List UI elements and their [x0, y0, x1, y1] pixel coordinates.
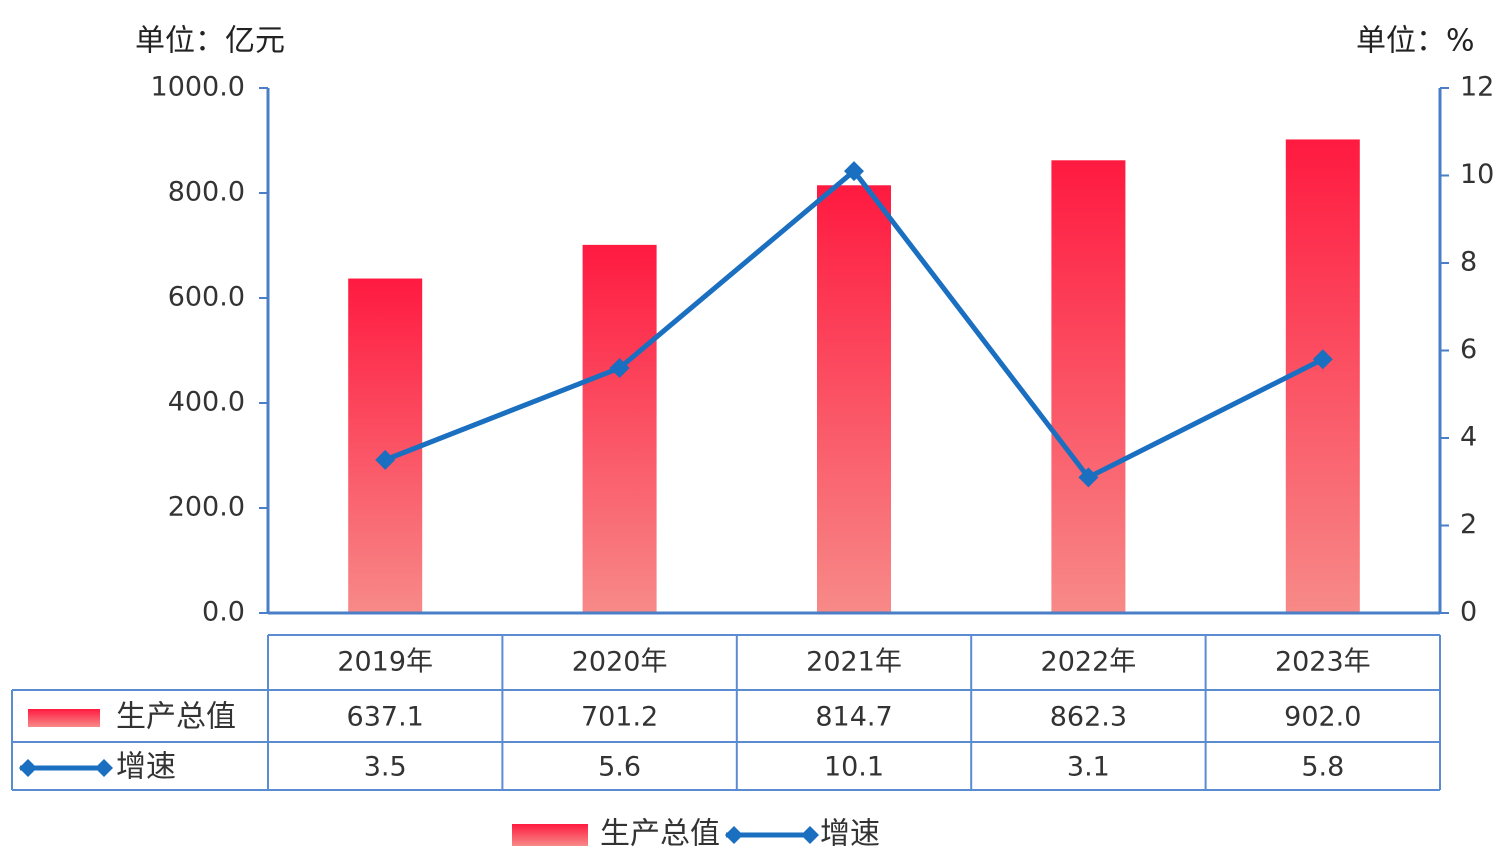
- x-tick-label: 2023年: [1275, 647, 1371, 678]
- table-swatch-marker: [19, 759, 37, 777]
- x-tick-label: 2019年: [337, 647, 433, 678]
- x-tick-label: 2021年: [806, 647, 902, 678]
- bar: [582, 244, 657, 613]
- y2-tick-label: 6: [1460, 334, 1477, 365]
- table-value: 902.0: [1284, 702, 1361, 733]
- bar: [1051, 160, 1126, 614]
- table-value: 862.3: [1050, 702, 1127, 733]
- table-value: 5.6: [598, 752, 641, 783]
- y-tick-label: 0.0: [202, 597, 245, 628]
- table-value: 637.1: [347, 702, 424, 733]
- bar: [348, 278, 423, 613]
- table-value: 701.2: [581, 702, 658, 733]
- y-tick-label: 600.0: [168, 282, 245, 313]
- table-value: 5.8: [1301, 752, 1344, 783]
- y2-tick-label: 10: [1460, 159, 1494, 190]
- y-tick-label: 1000.0: [151, 72, 245, 103]
- legend-label: 生产总值: [600, 817, 720, 852]
- bar: [817, 185, 891, 613]
- y-tick-label: 200.0: [168, 492, 245, 523]
- table-swatch-marker: [95, 759, 113, 777]
- table-row-label: 增速: [116, 750, 176, 785]
- table-value: 10.1: [824, 752, 884, 783]
- y2-tick-label: 2: [1460, 509, 1477, 540]
- x-tick-label: 2020年: [572, 647, 668, 678]
- table-row-label: 生产总值: [116, 700, 236, 735]
- y2-tick-label: 8: [1460, 247, 1477, 278]
- y2-tick-label: 4: [1460, 422, 1477, 453]
- y2-tick-label: 0: [1460, 597, 1477, 628]
- table-value: 814.7: [815, 702, 892, 733]
- marker: [844, 161, 864, 182]
- y-tick-label: 400.0: [168, 387, 245, 418]
- legend-label: 增速: [820, 817, 880, 852]
- marker: [609, 358, 630, 378]
- y-tick-label: 800.0: [168, 177, 245, 208]
- y2-axis-label: 单位：%: [1356, 24, 1475, 59]
- x-tick-label: 2022年: [1041, 647, 1137, 678]
- table-value: 3.5: [364, 752, 407, 783]
- marker: [1312, 349, 1333, 370]
- table-value: 3.1: [1067, 752, 1110, 783]
- legend-marker: [801, 826, 819, 844]
- legend-swatch: [512, 824, 588, 846]
- table-swatch: [28, 709, 100, 727]
- y2-tick-label: 12: [1460, 72, 1494, 103]
- marker: [1078, 467, 1099, 488]
- bar: [1285, 139, 1360, 613]
- y-axis-label: 单位：亿元: [135, 24, 285, 59]
- marker: [375, 449, 396, 470]
- legend-marker: [725, 826, 743, 844]
